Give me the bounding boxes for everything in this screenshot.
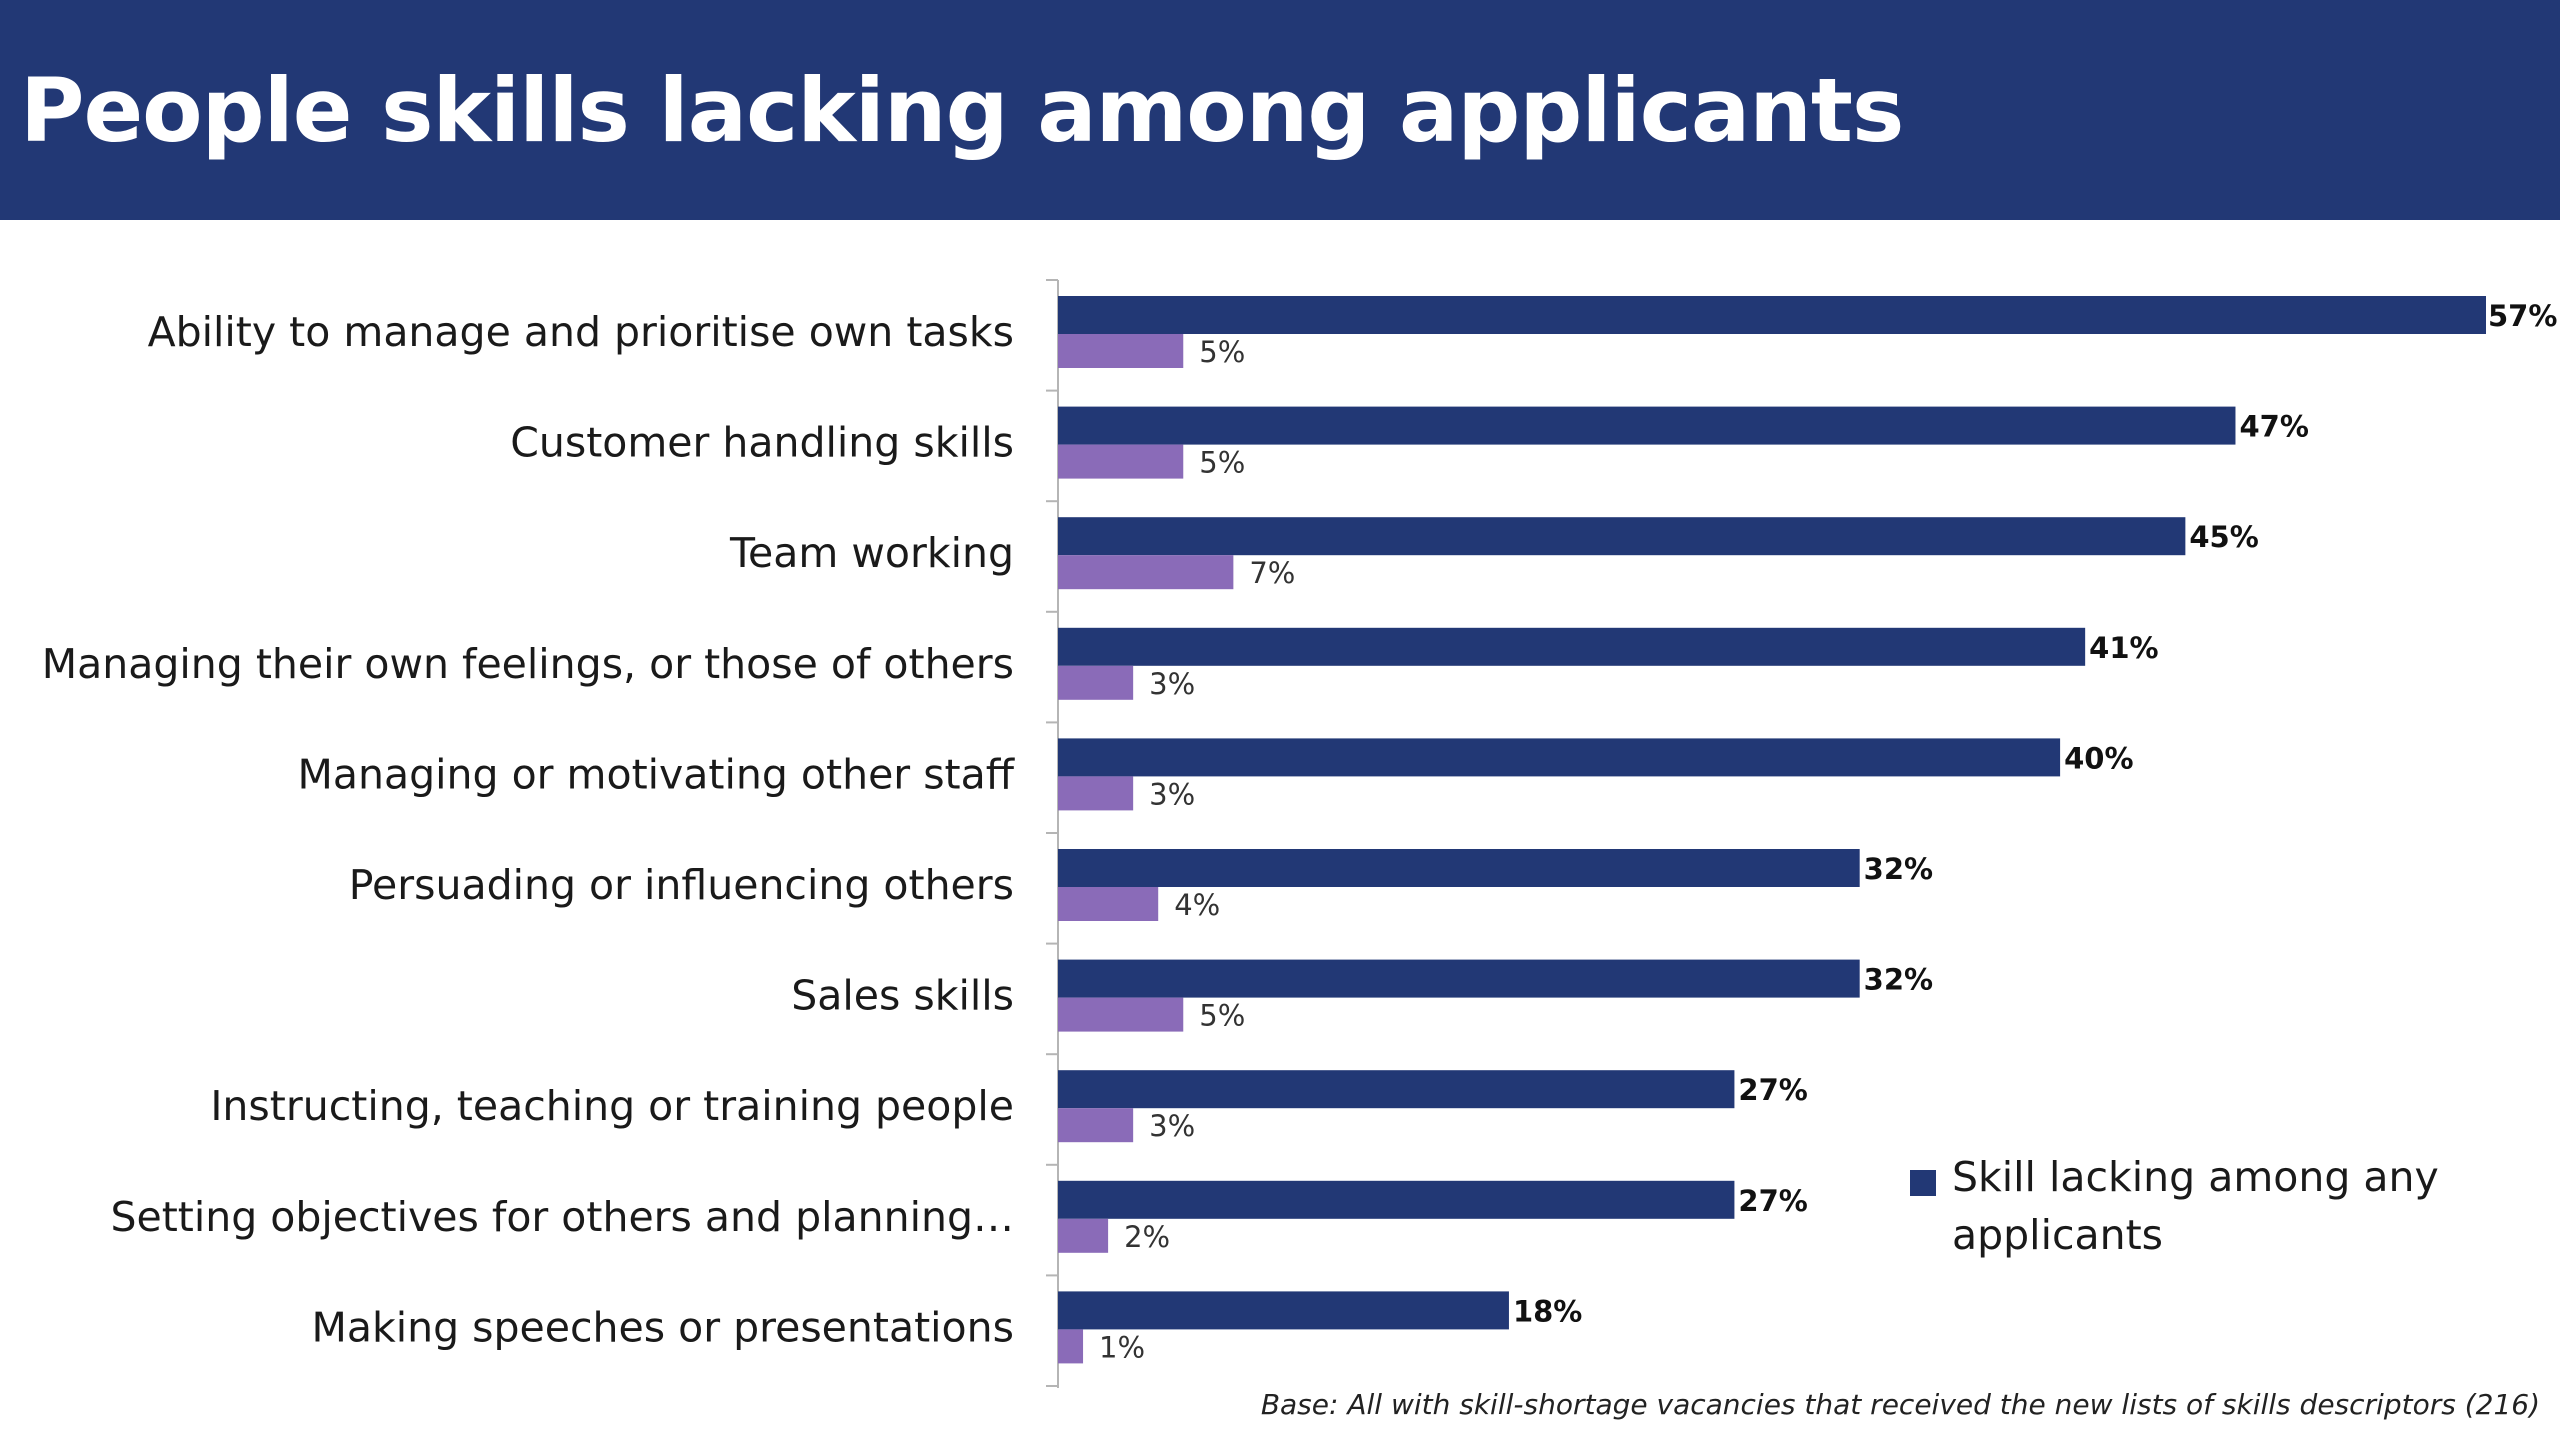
value-label-secondary: 1% bbox=[1099, 1330, 1145, 1364]
bar-skill-lacking bbox=[1058, 1291, 1509, 1330]
bar-secondary bbox=[1058, 1108, 1134, 1143]
bar-secondary bbox=[1058, 887, 1159, 921]
legend-label-skill-lacking: Skill lacking among any applicants bbox=[1952, 1153, 2439, 1259]
value-label-secondary: 3% bbox=[1149, 1109, 1195, 1143]
category-label: Customer handling skills bbox=[510, 419, 1014, 467]
bar-secondary bbox=[1058, 555, 1234, 590]
category-label: Setting objectives for others and planni… bbox=[110, 1193, 1014, 1241]
category-label: Sales skills bbox=[791, 972, 1014, 1020]
value-label-skill-lacking: 27% bbox=[1738, 1073, 1807, 1107]
bar-skill-lacking bbox=[1058, 849, 1860, 887]
bar-secondary bbox=[1058, 665, 1134, 700]
bar-secondary bbox=[1058, 1329, 1084, 1364]
category-label: Ability to manage and prioritise own tas… bbox=[148, 308, 1014, 356]
value-label-secondary: 4% bbox=[1174, 888, 1220, 922]
category-label: Instructing, teaching or training people bbox=[210, 1082, 1014, 1130]
category-label: Team working bbox=[729, 529, 1014, 577]
bar-skill-lacking bbox=[1058, 517, 2186, 556]
value-label-secondary: 2% bbox=[1124, 1220, 1170, 1254]
category-label: Managing their own feelings, or those of… bbox=[42, 640, 1014, 688]
value-label-secondary: 5% bbox=[1199, 999, 1245, 1033]
bar-skill-lacking bbox=[1058, 959, 1860, 998]
value-label-skill-lacking: 32% bbox=[1864, 963, 1933, 997]
value-label-secondary: 3% bbox=[1149, 667, 1195, 701]
bar-secondary bbox=[1058, 997, 1184, 1032]
value-label-secondary: 5% bbox=[1199, 335, 1245, 369]
bar-skill-lacking bbox=[1058, 1070, 1735, 1109]
value-label-skill-lacking: 18% bbox=[1513, 1294, 1582, 1328]
value-label-skill-lacking: 41% bbox=[2089, 631, 2158, 665]
value-label-skill-lacking: 32% bbox=[1864, 852, 1933, 886]
page-title: People skills lacking among applicants bbox=[20, 59, 1904, 162]
legend-swatch-skill-lacking bbox=[1910, 1170, 1936, 1196]
value-label-secondary: 5% bbox=[1199, 446, 1245, 480]
category-label: Making speeches or presentations bbox=[311, 1303, 1014, 1351]
bar-skill-lacking bbox=[1058, 1180, 1735, 1219]
bar-secondary bbox=[1058, 444, 1184, 479]
title-banner: People skills lacking among applicants bbox=[0, 0, 2560, 220]
value-label-skill-lacking: 57% bbox=[2488, 299, 2557, 333]
footnote: Base: All with skill-shortage vacancies … bbox=[1260, 1388, 2540, 1421]
value-label-skill-lacking: 27% bbox=[1738, 1184, 1807, 1218]
value-label-skill-lacking: 40% bbox=[2064, 741, 2133, 775]
value-label-skill-lacking: 47% bbox=[2239, 410, 2308, 444]
value-label-secondary: 7% bbox=[1249, 556, 1295, 590]
bar-skill-lacking bbox=[1058, 406, 2236, 445]
bar-secondary bbox=[1058, 1218, 1109, 1253]
bar-secondary bbox=[1058, 334, 1184, 368]
bar-skill-lacking bbox=[1058, 738, 2061, 777]
category-label: Managing or motivating other staff bbox=[298, 750, 1016, 798]
bar-skill-lacking bbox=[1058, 627, 2086, 666]
bar-secondary bbox=[1058, 776, 1134, 811]
bar-skill-lacking bbox=[1058, 296, 2486, 334]
value-label-secondary: 3% bbox=[1149, 777, 1195, 811]
value-label-skill-lacking: 45% bbox=[2189, 520, 2258, 554]
category-label: Persuading or influencing others bbox=[349, 861, 1014, 909]
